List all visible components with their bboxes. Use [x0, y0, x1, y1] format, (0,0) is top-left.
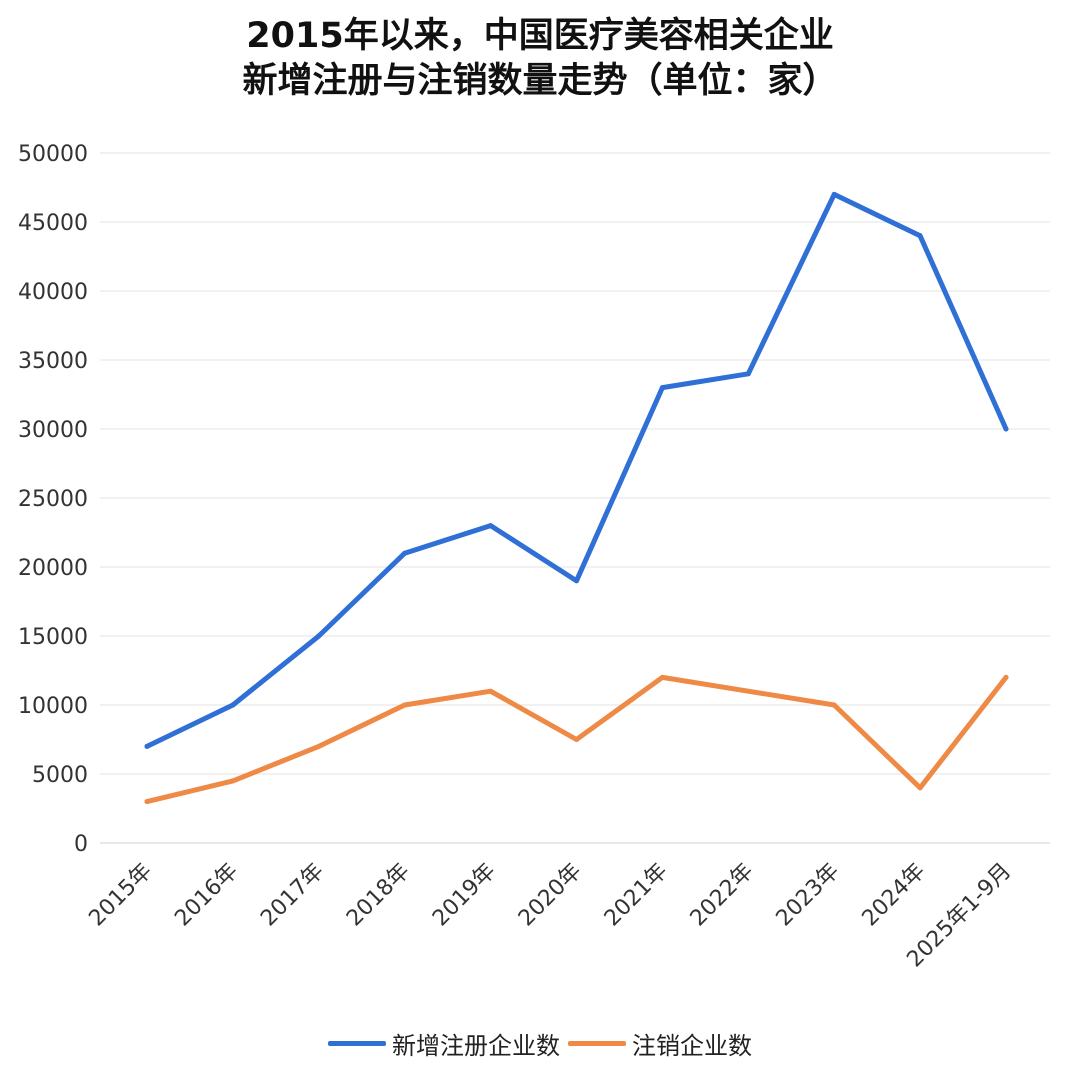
series-1-point-6	[659, 674, 665, 680]
y-tick-label-10000: 10000	[18, 694, 88, 719]
series-0-point-6	[659, 385, 665, 391]
series-0-point-8	[831, 191, 837, 197]
series-0-point-0	[144, 743, 150, 749]
x-axis-ticks: 2015年 2016年 2017年 2018年 2019年 2020年 2021年 2022年…	[84, 859, 1016, 973]
series-1-point-10	[1003, 674, 1009, 680]
series-0-point-1	[230, 702, 236, 708]
series-0-point-10	[1003, 426, 1009, 432]
series-0-point-7	[745, 371, 751, 377]
x-tick-label-5: 2020年	[514, 859, 587, 932]
series-0-point-5	[574, 578, 579, 584]
legend-label-cancellations: 注销企业数	[632, 1032, 752, 1060]
legend-label-new-registrations: 新增注册企业数	[392, 1032, 560, 1060]
x-tick-label-2: 2017年	[256, 859, 329, 932]
legend-item-new-registrations: 新增注册企业数	[328, 1026, 560, 1061]
series-0-point-9	[917, 233, 923, 239]
y-tick-label-50000: 50000	[18, 142, 88, 167]
x-tick-label-7: 2022年	[686, 859, 759, 932]
y-tick-label-25000: 25000	[18, 487, 88, 512]
x-tick-label-1: 2016年	[170, 859, 243, 932]
series-1-point-8	[831, 702, 837, 708]
series-1-point-1	[230, 778, 236, 784]
x-tick-label-9: 2024年	[858, 859, 931, 932]
y-tick-label-40000: 40000	[18, 280, 88, 305]
series-1-point-5	[574, 737, 579, 742]
series-lines	[144, 191, 1009, 805]
series-1-point-4	[488, 688, 494, 694]
series-1-point-0	[144, 799, 150, 805]
y-tick-label-30000: 30000	[18, 418, 88, 443]
series-0-point-4	[488, 523, 494, 529]
legend-item-cancellations: 注销企业数	[568, 1026, 752, 1061]
chart-title: 2015年以来，中国医疗美容相关企业 新增注册与注销数量走势（单位：家）	[0, 14, 1080, 104]
series-0-point-3	[402, 550, 408, 556]
y-axis-ticks: 0 5000 10000 15000 20000 25000 30000 35000 40000…	[18, 142, 88, 857]
y-tick-label-0: 0	[74, 832, 88, 857]
series-line-0	[144, 191, 1009, 749]
legend-swatch-cancellations	[568, 1041, 626, 1046]
gridlines	[100, 152, 1050, 844]
chart-title-line-2: 新增注册与注销数量走势（单位：家）	[242, 61, 838, 101]
chart-title-line-1: 2015年以来，中国医疗美容相关企业	[246, 16, 834, 56]
x-tick-label-4: 2019年	[428, 859, 501, 932]
y-tick-label-15000: 15000	[18, 625, 88, 650]
y-tick-label-45000: 45000	[18, 211, 88, 236]
series-0-point-2	[316, 633, 322, 639]
x-tick-label-3: 2018年	[342, 859, 415, 932]
x-tick-label-8: 2023年	[772, 859, 845, 932]
x-tick-label-6: 2021年	[600, 859, 673, 932]
legend: 新增注册企业数 注销企业数	[0, 1026, 1080, 1061]
series-1-point-7	[745, 688, 751, 694]
line-chart: 0 5000 10000 15000 20000 25000 30000 35000 40000…	[18, 142, 1050, 973]
y-tick-label-35000: 35000	[18, 349, 88, 374]
legend-swatch-new-registrations	[328, 1041, 386, 1046]
y-tick-label-5000: 5000	[32, 763, 88, 788]
series-1-point-3	[402, 702, 408, 708]
y-tick-label-20000: 20000	[18, 556, 88, 581]
series-1-point-2	[316, 743, 322, 749]
x-tick-label-0: 2015年	[84, 859, 157, 932]
series-1-point-9	[917, 785, 923, 791]
